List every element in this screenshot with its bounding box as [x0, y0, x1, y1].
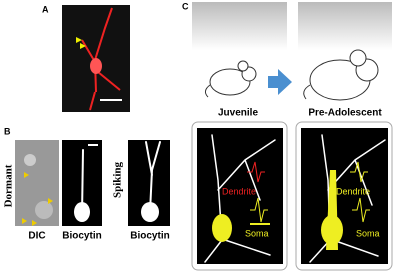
caption: Biocytin — [62, 231, 101, 242]
image-a — [62, 5, 130, 112]
panel-label: A — [42, 4, 49, 14]
image-preadolescent: Dendrite Soma — [295, 121, 393, 271]
stage-label: Juvenile — [218, 108, 258, 119]
faded-image — [192, 2, 287, 50]
trace-label: Dendrite — [336, 186, 370, 196]
mouse-juvenile — [204, 60, 257, 98]
trace-label: Dendrite — [222, 186, 256, 196]
trace-label: Soma — [356, 228, 380, 238]
stage-label: Pre-Adolescent — [308, 108, 382, 119]
row-label: Spiking — [112, 161, 124, 198]
mouse-preadolescent — [303, 49, 379, 101]
caption: Biocytin — [130, 231, 169, 242]
trace-label: Soma — [245, 228, 269, 238]
image-spiking — [128, 140, 170, 226]
panel-label: C — [182, 1, 189, 11]
panel-label: B — [4, 126, 11, 136]
arrow — [268, 69, 292, 95]
image-juvenile: Dendrite Soma — [191, 121, 288, 271]
row-label: Dormant — [3, 164, 15, 207]
faded-image — [298, 2, 392, 50]
image-dic — [15, 140, 59, 226]
image-biocytin — [62, 140, 102, 226]
caption: DIC — [28, 231, 45, 242]
